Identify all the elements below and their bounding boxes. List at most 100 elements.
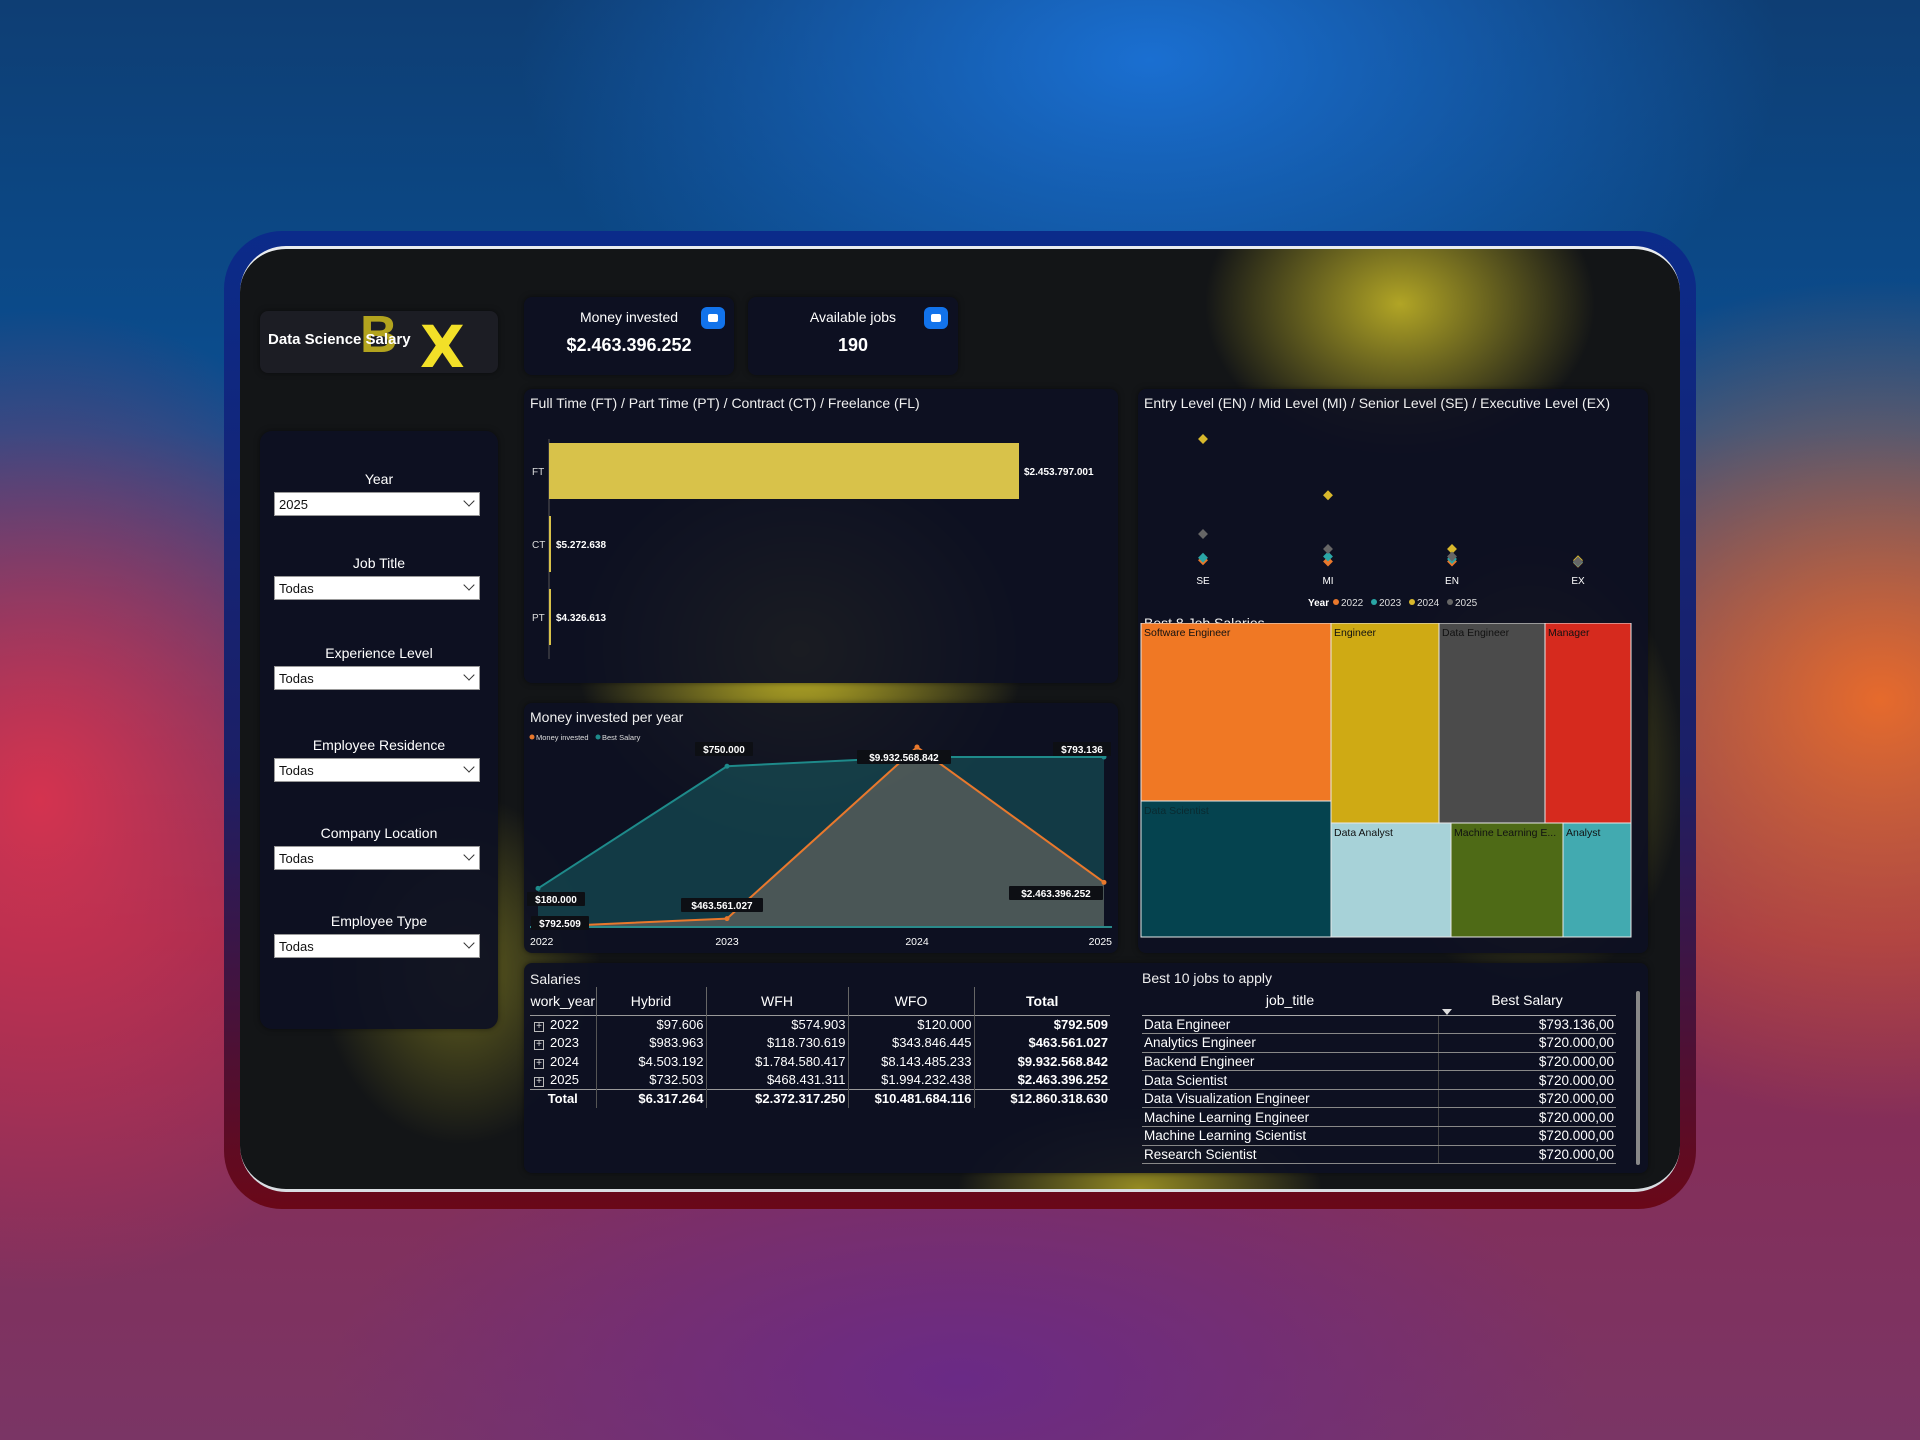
chevron-down-icon <box>463 761 475 773</box>
year-dropdown[interactable]: 2025 <box>274 492 480 516</box>
column-header[interactable]: job_title <box>1142 985 1438 1016</box>
chart-title: Full Time (FT) / Part Time (PT) / Contra… <box>530 395 920 411</box>
table-cell: $2.372.317.250 <box>706 1088 849 1108</box>
kpi-jobs-value: 190 <box>837 335 869 355</box>
bar-value-label: $4.326.613 <box>556 613 606 624</box>
jobs-icon[interactable] <box>924 307 948 329</box>
expand-icon[interactable]: + <box>534 1022 544 1032</box>
best-salary-label: $180.000 <box>535 895 577 906</box>
money-icon[interactable] <box>701 307 725 329</box>
scatter-category-label: SE <box>1196 576 1210 587</box>
table-cell: $574.903 <box>706 1014 849 1034</box>
money-invested-point <box>724 916 730 922</box>
legend-marker-2023 <box>1371 599 1377 605</box>
bar-chart-svg: FT $2.453.797.001 CT $5.272.638 PT $4.326.613 <box>532 439 1094 659</box>
dropdown-value: Todas <box>279 851 314 866</box>
column-header[interactable]: WFH <box>706 987 849 1015</box>
table-cell: Data Scientist <box>1142 1070 1439 1090</box>
treemap-cell <box>1330 822 1452 938</box>
column-header[interactable]: WFO <box>848 987 975 1015</box>
employee-type-dropdown[interactable]: Todas <box>274 934 480 958</box>
job-title-dropdown[interactable]: Todas <box>274 576 480 600</box>
table-cell: Total <box>530 1088 597 1108</box>
treemap-cell <box>1438 623 1546 824</box>
dropdown-value: Todas <box>279 939 314 954</box>
table-cell: Machine Learning Engineer <box>1142 1107 1439 1128</box>
bar-value-label: $5.272.638 <box>556 540 606 551</box>
dashboard-title: Data Science Salary <box>268 331 411 348</box>
salaries-table: work_year Hybrid WFH WFO Total +2022 $97… <box>530 987 1110 1108</box>
money-invested-line <box>537 745 1105 928</box>
employment-type-chart: Full Time (FT) / Part Time (PT) / Contra… <box>524 389 1118 683</box>
best-salary-label: $750.000 <box>703 745 745 756</box>
chevron-down-icon <box>463 669 475 681</box>
table-cell: $983.963 <box>596 1033 707 1052</box>
experience-level-dropdown[interactable]: Todas <box>274 666 480 690</box>
table-row: +2025 $732.503 $468.431.311 $1.994.232.4… <box>530 1070 1110 1089</box>
money-invested-point <box>1101 879 1107 885</box>
filter-job-title: Job Title Todas <box>260 555 498 600</box>
expand-icon[interactable]: + <box>534 1058 544 1069</box>
scatter-category-label: EN <box>1445 576 1459 587</box>
best-salary-point <box>535 885 541 891</box>
column-header[interactable]: work_year <box>530 987 597 1015</box>
filter-company-location: Company Location Todas <box>260 825 498 870</box>
legend-label: Money invested <box>536 733 589 742</box>
table-row: +2022 $97.606 $574.903 $120.000 $792.509 <box>530 1014 1110 1034</box>
treemap-label: Manager <box>1548 627 1590 639</box>
year-cell: 2023 <box>550 1035 579 1051</box>
legend-marker-2025 <box>1447 599 1453 605</box>
filter-label: Experience Level <box>325 645 433 661</box>
table-cell: $97.606 <box>596 1014 707 1034</box>
filter-employee-residence: Employee Residence Todas <box>260 737 498 782</box>
table-scrollbar[interactable] <box>1636 991 1640 1165</box>
table-cell: $6.317.264 <box>596 1088 707 1108</box>
table-cell: $10.481.684.116 <box>848 1088 975 1108</box>
company-location-dropdown[interactable]: Todas <box>274 846 480 870</box>
table-cell: $463.561.027 <box>1028 1035 1108 1051</box>
column-header[interactable]: Total <box>1026 992 1059 1009</box>
scatter-point-2024 <box>1323 490 1333 501</box>
money-invested-label-bg <box>857 750 951 764</box>
scatter-category-label: EX <box>1571 576 1585 587</box>
chart-title: Entry Level (EN) / Mid Level (MI) / Seni… <box>1144 395 1611 411</box>
scatter-point-2024 <box>1447 544 1457 554</box>
table-cell: $720.000,00 <box>1438 1052 1616 1072</box>
best-salary-line <box>537 756 1104 890</box>
filter-label: Employee Type <box>330 913 428 929</box>
area-chart-svg: Money invested Best Salary $180.000 $750.00… <box>527 733 1112 948</box>
treemap-svg: Software Engineer Engineer Data Engineer Ma… <box>1140 623 1632 938</box>
treemap-cell <box>1140 800 1332 938</box>
money-invested-label-bg <box>1009 886 1103 900</box>
filter-label: Job Title <box>352 555 406 571</box>
column-header[interactable]: Best Salary <box>1438 985 1616 1016</box>
scatter-point-2022 <box>1323 556 1333 567</box>
column-header[interactable]: Hybrid <box>596 987 707 1015</box>
scatter-point-2023 <box>1323 551 1333 562</box>
dropdown-value: Todas <box>279 581 314 596</box>
table-cell: $343.846.445 <box>848 1033 975 1052</box>
employee-residence-dropdown[interactable]: Todas <box>274 758 480 782</box>
treemap-cell <box>1450 822 1564 938</box>
total-row: Total $6.317.264 $2.372.317.250 $10.481.… <box>530 1088 1110 1108</box>
bar-ct <box>549 516 551 572</box>
table-cell: $9.932.568.842 <box>1017 1053 1108 1069</box>
bar-category-label: FT <box>532 467 544 478</box>
dashboard-screen: B X Data Science Salary Money invested $… <box>240 246 1680 1192</box>
table-cell: $720.000,00 <box>1438 1145 1616 1165</box>
logo-letter-b: B <box>360 311 398 364</box>
scatter-legend-title: Year <box>1308 598 1329 609</box>
salaries-title: Salaries <box>530 971 581 987</box>
expand-icon[interactable]: + <box>534 1040 544 1051</box>
scatter-legend-label: 2024 <box>1417 598 1440 609</box>
treemap-label: Analyst <box>1566 827 1601 839</box>
year-cell: 2025 <box>550 1072 579 1087</box>
chevron-down-icon <box>463 937 475 949</box>
chart-title: Money invested per year <box>530 709 684 725</box>
sort-desc-icon[interactable] <box>1442 1009 1452 1015</box>
table-row: Machine Learning Engineer $720.000,00 <box>1142 1107 1616 1128</box>
table-row: Data Scientist $720.000,00 <box>1142 1070 1616 1090</box>
expand-icon[interactable]: + <box>534 1077 544 1087</box>
table-cell: $12.860.318.630 <box>974 1088 1110 1108</box>
x-axis-label: 2023 <box>715 936 739 948</box>
